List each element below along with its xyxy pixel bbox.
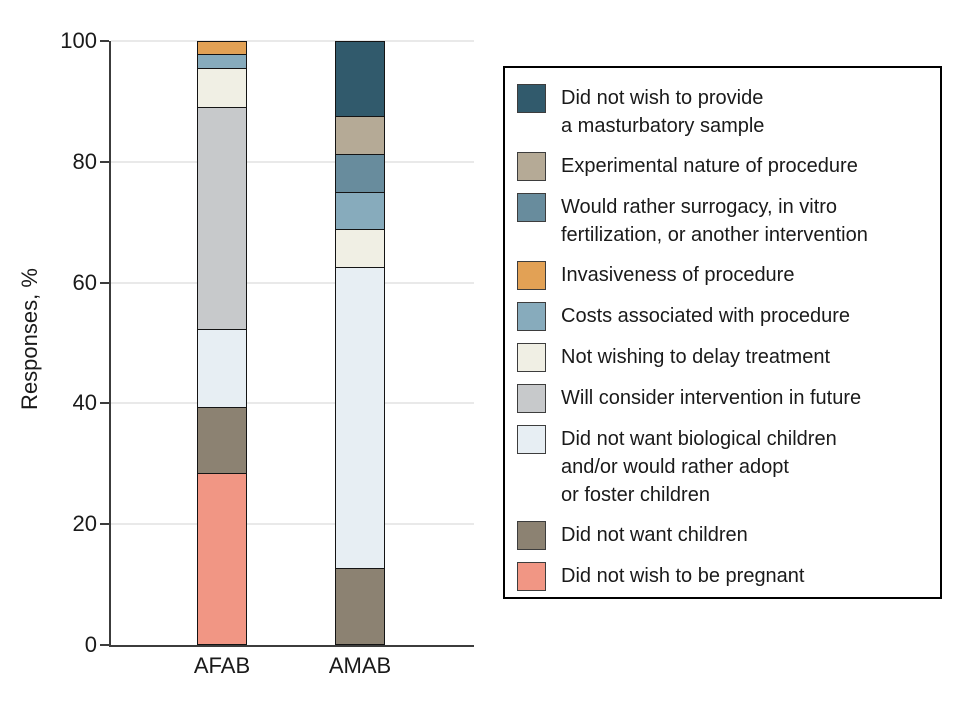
bar-segment [336, 192, 384, 231]
plot-area: 0 20 40 60 80 100 AFAB AMAB [60, 28, 474, 678]
y-tick-80 [100, 160, 109, 163]
legend-swatch [517, 261, 546, 290]
legend-label: Not wishing to delay treatment [561, 343, 830, 371]
legend-label: Did not wish to be pregnant [561, 562, 805, 590]
legend-label-line: and/or would rather adopt [561, 456, 789, 478]
y-tick-20 [100, 523, 109, 526]
legend-label-line: Will consider intervention in future [561, 387, 862, 409]
bar-segment [336, 42, 384, 118]
legend-item: Invasiveness of procedure [517, 261, 930, 290]
bar-segment [336, 568, 384, 644]
bar-segment [336, 154, 384, 193]
bar-segment [198, 107, 246, 331]
gridline-40 [111, 402, 474, 405]
legend-label: Did not wish to provide a masturbatory sa… [561, 84, 764, 140]
legend-label-line: Would rather surrogacy, in vitro [561, 196, 838, 218]
legend-swatch [517, 84, 546, 113]
legend-label: Did not want children [561, 521, 748, 549]
y-tick-label-40: 40 [72, 390, 97, 416]
legend-label-line: Costs associated with procedure [561, 305, 851, 327]
legend-item: Will consider intervention in future [517, 384, 930, 413]
legend-swatch [517, 152, 546, 181]
bar-segment [198, 330, 246, 409]
bar-segment [198, 473, 246, 644]
legend-swatch [517, 302, 546, 331]
legend-label-line: Experimental nature of procedure [561, 155, 858, 177]
bar-amab [335, 41, 385, 645]
legend-label: Would rather surrogacy, in vitro fertiliz… [561, 193, 868, 249]
gridline-60 [111, 281, 474, 284]
legend-swatch [517, 425, 546, 454]
legend-label-line: a masturbatory sample [561, 115, 765, 137]
x-tick-label-afab: AFAB [193, 653, 251, 678]
legend-label-line: Did not wish to be pregnant [561, 565, 805, 587]
legend-item: Did not wish to be pregnant [517, 562, 930, 591]
bar-segment [198, 68, 246, 108]
legend-label-line: fertilization, or another intervention [561, 224, 868, 246]
legend-label: Did not want biological children and/or w… [561, 425, 837, 509]
legend-swatch [517, 521, 546, 550]
y-tick-label-60: 60 [72, 269, 97, 295]
y-axis-title: Responses, % [17, 268, 42, 410]
y-tick-label-100: 100 [60, 28, 97, 53]
y-tick-40 [100, 402, 109, 405]
legend-label-line: Did not want children [561, 524, 748, 546]
bar-segment [198, 55, 246, 69]
y-tick-60 [100, 281, 109, 284]
legend-swatch [517, 562, 546, 591]
y-tick-100 [100, 40, 109, 42]
bar-segment [336, 267, 384, 569]
legend-label-line: Did not want biological children [561, 428, 837, 450]
legend-box: Did not wish to provide a masturbatory sa… [503, 66, 942, 599]
y-tick-label-80: 80 [72, 148, 97, 174]
bar-segment [198, 408, 246, 474]
y-tick-label-20: 20 [72, 511, 97, 537]
gridline-20 [111, 523, 474, 526]
bar-segment [336, 230, 384, 268]
legend-swatch [517, 384, 546, 413]
y-tick-0 [100, 644, 109, 646]
legend-item: Did not want biological children and/or w… [517, 425, 930, 509]
legend-item: Did not want children [517, 521, 930, 550]
legend-label: Invasiveness of procedure [561, 261, 794, 289]
legend-label: Will consider intervention in future [561, 384, 861, 412]
legend-label: Costs associated with procedure [561, 302, 850, 330]
legend-item: Experimental nature of procedure [517, 152, 930, 181]
y-tick-label-0: 0 [84, 632, 97, 657]
gridline-80 [111, 160, 474, 163]
legend-item: Not wishing to delay treatment [517, 343, 930, 372]
legend-item: Costs associated with procedure [517, 302, 930, 331]
legend-label-line: Invasiveness of procedure [561, 264, 795, 286]
gridline-100 [111, 40, 474, 42]
bar-segment [336, 117, 384, 155]
legend-label: Experimental nature of procedure [561, 152, 858, 180]
legend-label-line: Did not wish to provide [561, 87, 764, 109]
bar-segment [198, 42, 246, 56]
legend-item: Did not wish to provide a masturbatory sa… [517, 84, 930, 140]
legend-swatch [517, 193, 546, 222]
legend-swatch [517, 343, 546, 372]
legend-label-line: Not wishing to delay treatment [561, 346, 831, 368]
bar-afab [197, 41, 247, 645]
legend-item: Would rather surrogacy, in vitro fertiliz… [517, 193, 930, 249]
x-tick-label-amab: AMAB [328, 653, 392, 678]
legend-label-line: or foster children [561, 484, 710, 506]
